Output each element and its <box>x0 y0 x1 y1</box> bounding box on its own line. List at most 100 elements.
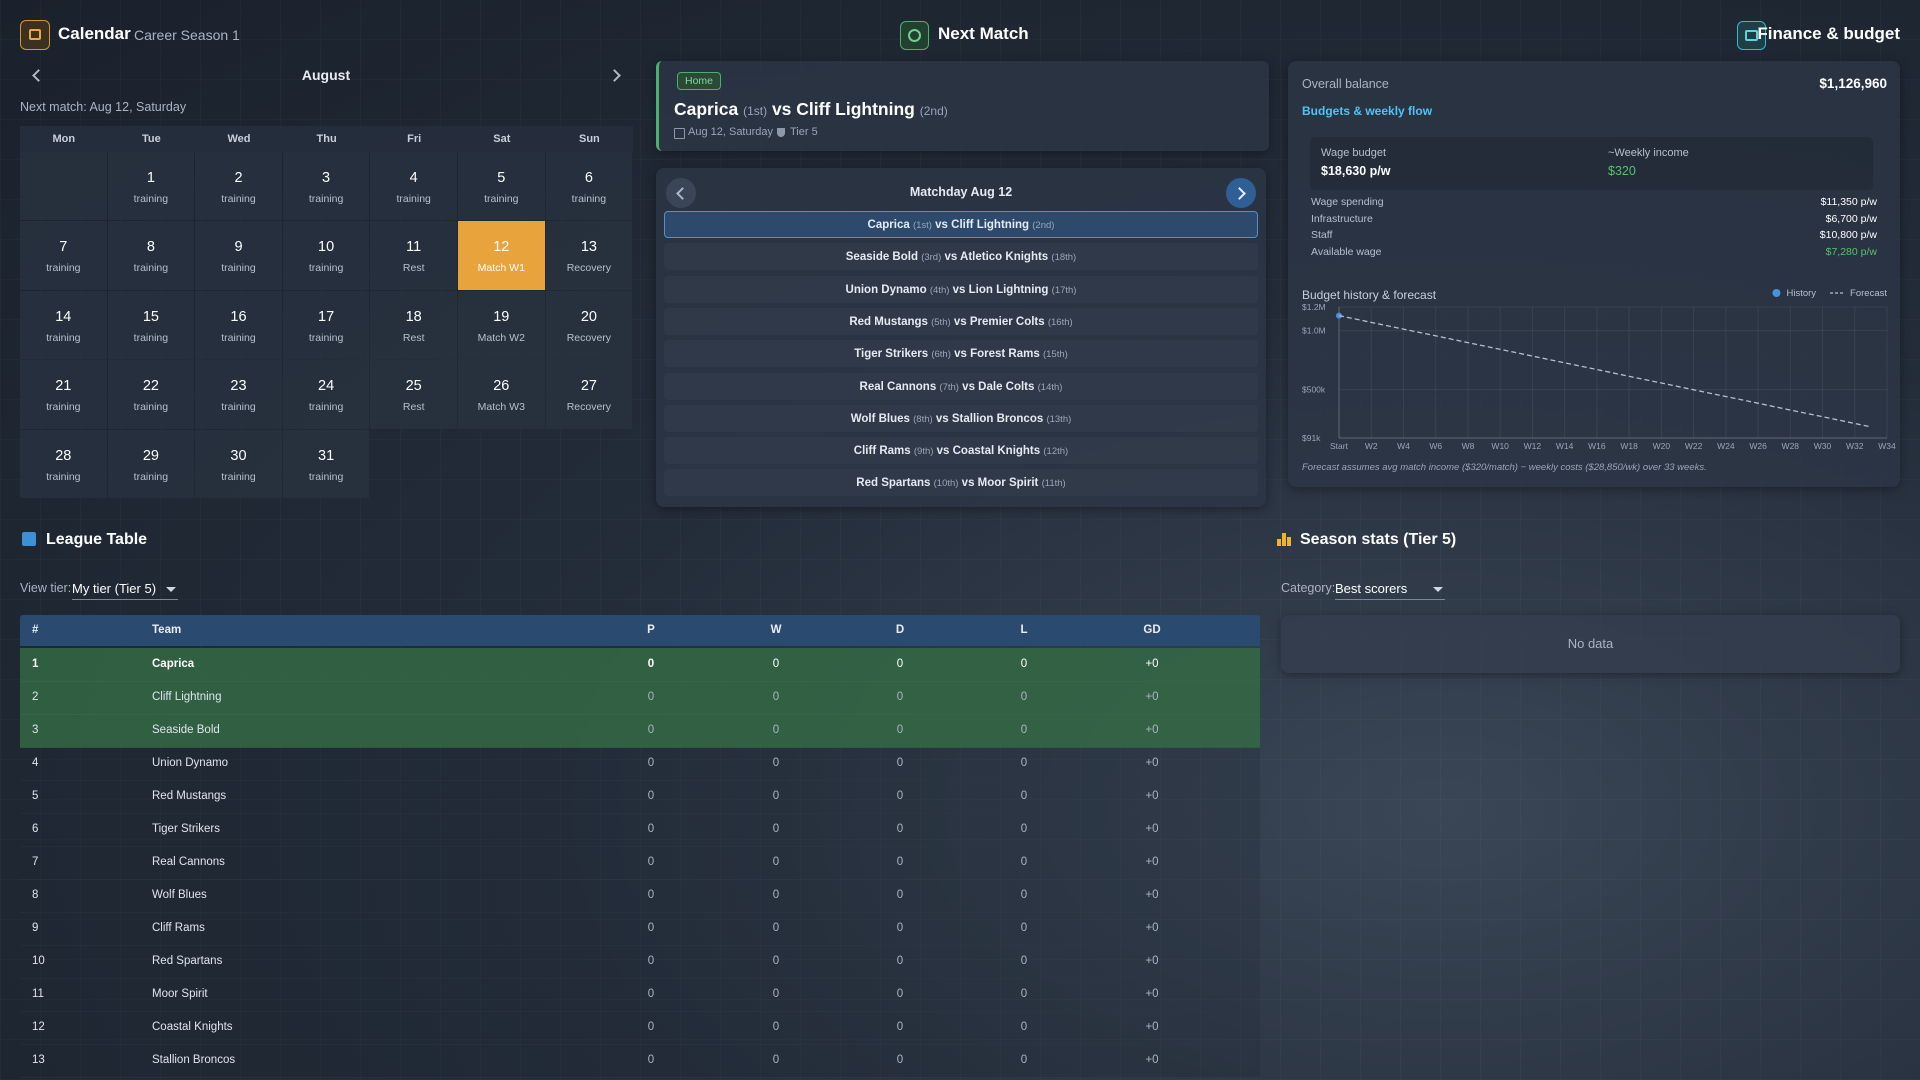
day-number: 13 <box>580 239 597 256</box>
table-row[interactable]: 3 Seaside Bold 0 0 0 0 +0 <box>20 714 1260 748</box>
calendar-day[interactable]: 25 Rest <box>370 360 457 429</box>
calendar-day[interactable]: 15 training <box>107 290 195 360</box>
table-cell: 0 <box>1020 1054 1028 1066</box>
category-dropdown[interactable]: Best scorers <box>1335 579 1445 600</box>
fixture-row[interactable]: Cliff Rams (9th) vs Coastal Knights (12t… <box>664 437 1258 465</box>
calendar-day[interactable]: 19 Match W2 <box>458 290 545 360</box>
match-date: Aug 12, Saturday <box>688 126 774 138</box>
fixture-row[interactable]: Red Spartans (10th) vs Moor Spirit (11th… <box>664 469 1258 497</box>
next-match-note: Next match: Aug 12, Saturday <box>20 100 187 114</box>
weekly-income-label: ~Weekly income <box>1608 147 1689 159</box>
table-cell: +0 <box>1145 1054 1159 1066</box>
team-name: Real Cannons <box>859 380 937 393</box>
dropdown-caret <box>166 587 176 592</box>
fixture-row[interactable]: Tiger Strikers (6th) vs Forest Rams (15t… <box>664 340 1258 368</box>
table-row[interactable]: 9 Cliff Rams 0 0 0 0 +0 <box>20 912 1260 946</box>
table-cell: +0 <box>1145 724 1159 736</box>
next-month-button[interactable] <box>602 62 634 88</box>
calendar-day[interactable]: 9 training <box>195 221 282 290</box>
table-cell: +0 <box>1145 658 1159 670</box>
table-cell: Coastal Knights <box>152 1021 233 1033</box>
calendar-day[interactable]: 17 training <box>282 290 370 360</box>
calendar-day[interactable]: 24 training <box>282 360 370 429</box>
calendar-day[interactable]: 14 training <box>20 290 107 360</box>
calendar-day[interactable]: 2 training <box>195 152 282 221</box>
calendar-day[interactable]: 5 training <box>458 152 545 221</box>
calendar-day[interactable]: 6 training <box>545 152 633 221</box>
day-note: training <box>484 193 519 205</box>
calendar-day[interactable]: 27 Recovery <box>545 360 633 429</box>
calendar-day-selected[interactable]: 12 Match W1 <box>458 221 545 290</box>
day-number: 21 <box>55 378 72 395</box>
calendar-day[interactable]: 3 training <box>282 152 370 221</box>
team-rank: (8th) <box>913 413 933 425</box>
bar-glyph <box>1287 537 1291 546</box>
day-note: Recovery <box>566 262 612 275</box>
calendar-day[interactable]: 18 Rest <box>370 290 457 360</box>
calendar-day[interactable]: 20 Recovery <box>545 290 633 360</box>
calendar-subtitle: Career Season 1 <box>134 27 240 43</box>
table-row[interactable]: 8 Wolf Blues 0 0 0 0 +0 <box>20 879 1260 913</box>
table-row[interactable]: 5 Red Mustangs 0 0 0 0 +0 <box>20 780 1260 814</box>
table-cell: Stallion Broncos <box>152 1054 236 1066</box>
day-note: training <box>46 401 81 414</box>
team-rank: (9th) <box>913 446 934 458</box>
fixture-row[interactable]: Red Mustangs (5th) vs Premier Colts (16t… <box>664 307 1258 335</box>
calendar-day[interactable]: 7 training <box>20 221 107 290</box>
table-cell: 5 <box>32 790 39 802</box>
calendar-day[interactable]: 30 training <box>195 429 282 498</box>
weekday-label: Wed <box>195 126 283 152</box>
view-tier-dropdown[interactable]: My tier (Tier 5) <box>72 579 178 600</box>
table-cell: 0 <box>896 988 904 1000</box>
table-row[interactable]: 12 Coastal Knights 0 0 0 0 +0 <box>20 1011 1260 1045</box>
calendar-day[interactable]: 28 training <box>20 429 107 498</box>
fixture-row[interactable]: Wolf Blues (8th) vs Stallion Broncos (13… <box>664 404 1258 432</box>
table-cell: 0 <box>772 823 780 835</box>
calendar-day[interactable]: 4 training <box>370 152 457 221</box>
table-row[interactable]: 2 Cliff Lightning 0 0 0 0 +0 <box>20 681 1260 715</box>
day-note: training <box>221 193 256 205</box>
prev-matchday-button[interactable] <box>666 178 696 208</box>
table-cell: 0 <box>772 757 780 769</box>
fixture-row[interactable]: Seaside Bold (3rd) vs Atletico Knights (… <box>664 243 1258 271</box>
calendar-day[interactable]: 29 training <box>107 429 195 498</box>
calendar-day[interactable]: 23 training <box>195 360 282 429</box>
calendar-day[interactable]: 21 training <box>20 360 107 429</box>
prev-month-button[interactable] <box>20 62 52 88</box>
table-row[interactable]: 11 Moor Spirit 0 0 0 0 +0 <box>20 978 1260 1012</box>
column-header: W <box>770 624 782 636</box>
fixture-row[interactable]: Union Dynamo (4th) vs Lion Lightning (17… <box>664 275 1258 303</box>
table-row[interactable]: 6 Tiger Strikers 0 0 0 0 +0 <box>20 813 1260 847</box>
day-number: 7 <box>59 239 68 256</box>
table-row[interactable]: 4 Union Dynamo 0 0 0 0 +0 <box>20 747 1260 781</box>
budget-row-label: Infrastructure <box>1311 212 1373 225</box>
day-number: 23 <box>230 378 247 395</box>
table-cell: 9 <box>32 922 39 934</box>
team-rank: (4th) <box>929 284 950 296</box>
calendar-day[interactable]: 16 training <box>195 290 282 360</box>
calendar-day[interactable]: 1 training <box>107 152 195 221</box>
day-note: training <box>46 262 81 275</box>
calendar-day[interactable]: 8 training <box>107 221 195 290</box>
table-row[interactable]: 1 Caprica 0 0 0 0 +0 <box>20 648 1260 682</box>
calendar-day[interactable]: 31 training <box>282 429 370 498</box>
category-label: Category: <box>1281 581 1336 595</box>
fixture-row[interactable]: Real Cannons (7th) vs Dale Colts (14th) <box>664 372 1258 400</box>
calendar-day[interactable]: 26 Match W3 <box>458 360 545 429</box>
table-row[interactable]: 13 Stallion Broncos 0 0 0 0 +0 <box>20 1044 1260 1078</box>
team-name: Forest Rams <box>970 348 1040 361</box>
next-matchday-button[interactable] <box>1226 178 1256 208</box>
calendar-day[interactable]: 22 training <box>107 360 195 429</box>
table-cell: Seaside Bold <box>152 724 220 736</box>
budget-link[interactable]: Budgets & weekly flow <box>1302 104 1433 118</box>
fixture-row-selected[interactable]: Caprica (1st) vs Cliff Lightning (2nd) <box>664 211 1258 238</box>
table-row[interactable]: 10 Red Spartans 0 0 0 0 +0 <box>20 945 1260 979</box>
calendar-day[interactable]: 10 training <box>282 221 370 290</box>
league-table-title: League Table <box>46 531 148 548</box>
calendar-day[interactable]: 13 Recovery <box>545 221 633 290</box>
calendar-day[interactable]: 11 Rest <box>370 221 457 290</box>
weekday-label: Fri <box>370 126 458 152</box>
table-row[interactable]: 7 Real Cannons 0 0 0 0 +0 <box>20 846 1260 880</box>
team-name: Caprica <box>867 219 910 231</box>
day-note: Recovery <box>566 401 612 414</box>
